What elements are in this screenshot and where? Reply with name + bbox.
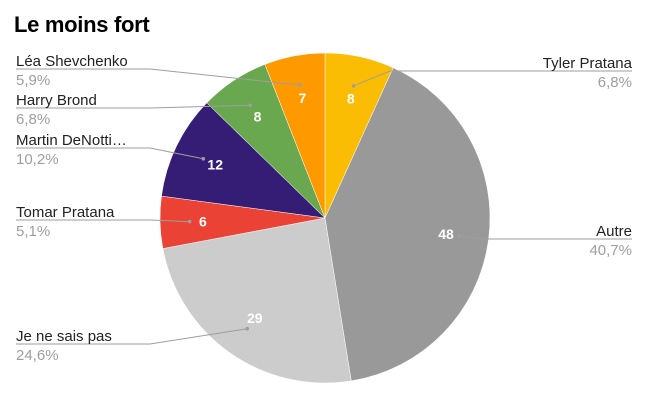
leader-line-je-ne-sais-pas [16, 328, 248, 345]
pie-slice-martin-denotti[interactable] [161, 102, 326, 219]
leader-line-tyler-pratana [353, 70, 632, 87]
slice-label-harry-brond: Harry Brond [16, 92, 97, 109]
slice-value-autre: 48 [438, 226, 454, 242]
slice-value-martin-denotti: 12 [207, 157, 223, 173]
slice-percent-tomar-pratana: 5,1% [16, 223, 50, 240]
pie-slices [159, 52, 491, 384]
slice-label-tyler-pratana: Tyler Pratana [543, 55, 633, 72]
leader-line-autre [459, 235, 632, 240]
slice-value-tyler-pratana: 8 [347, 91, 355, 107]
slice-value-l-a-shevchenko: 7 [299, 90, 307, 106]
pie-slice-je-ne-sais-pas[interactable] [162, 217, 352, 384]
slice-value-harry-brond: 8 [254, 108, 262, 124]
leader-line-l-a-shevchenko [16, 68, 300, 86]
pie-slice-l-a-shevchenko[interactable] [264, 52, 326, 219]
pie-labels: 8 Tyler Pratana 6,8% 48 Autre 40,7% 29 Je ne sa… [16, 53, 633, 364]
slice-value-je-ne-sais-pas: 29 [247, 310, 263, 326]
slice-percent-autre: 40,7% [589, 242, 632, 259]
leader-line-tomar-pratana [16, 219, 190, 223]
slice-label-martin-denotti: Martin DeNotti… [16, 132, 127, 149]
slice-value-tomar-pratana: 6 [199, 213, 207, 229]
slice-label-autre: Autre [596, 223, 632, 240]
leader-line-harry-brond [16, 104, 251, 109]
slice-percent-martin-denotti: 10,2% [16, 151, 59, 168]
chart-title: Le moins fort [14, 12, 150, 37]
leader-line-martin-denotti [16, 147, 204, 160]
slice-label-l-a-shevchenko: Léa Shevchenko [16, 53, 128, 70]
pie-slice-autre[interactable] [324, 67, 491, 382]
slice-label-tomar-pratana: Tomar Pratana [16, 204, 115, 221]
slice-label-je-ne-sais-pas: Je ne sais pas [16, 328, 112, 345]
leader-dot-l-a-shevchenko [298, 83, 302, 87]
slice-percent-l-a-shevchenko: 5,9% [16, 72, 50, 89]
slice-percent-tyler-pratana: 6,8% [598, 74, 632, 91]
slice-percent-je-ne-sais-pas: 24,6% [16, 347, 59, 364]
slice-percent-harry-brond: 6,8% [16, 111, 50, 128]
